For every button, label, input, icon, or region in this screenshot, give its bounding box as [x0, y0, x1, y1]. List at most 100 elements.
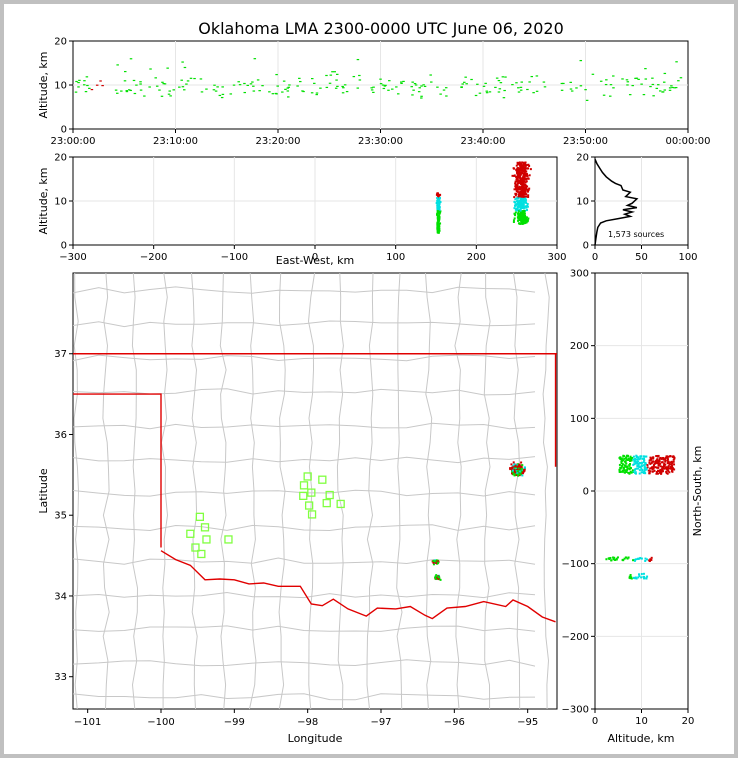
- ns-height-y-tick-label: 200: [570, 341, 589, 352]
- ew-height-source: [526, 185, 529, 188]
- plan-view-source: [520, 467, 523, 470]
- time-height-source: [319, 87, 322, 89]
- time-height-source: [497, 79, 501, 82]
- ns-height-source: [637, 576, 640, 579]
- ns-height-source: [672, 458, 675, 461]
- ew-height-source: [522, 214, 525, 217]
- ns-height-source: [623, 464, 626, 467]
- ns-height-source: [634, 462, 637, 465]
- time-height-source: [286, 90, 290, 92]
- ew-height-source: [520, 165, 523, 168]
- ns-height-source: [636, 465, 639, 468]
- ew-height-source: [527, 189, 530, 192]
- time-height-source: [519, 89, 523, 91]
- time-height-source: [246, 84, 249, 87]
- ns-height-source: [632, 455, 635, 458]
- county-line: [396, 272, 403, 710]
- plan-view-source: [513, 467, 516, 470]
- time-height-source: [77, 86, 80, 88]
- time-height-source: [658, 90, 662, 92]
- ew-height-source: [515, 184, 518, 187]
- time-height-source: [189, 77, 193, 79]
- ew-height-source: [512, 219, 515, 222]
- ns-height-source: [629, 574, 632, 577]
- time-height-source: [336, 85, 339, 87]
- plan-view-source: [439, 578, 442, 581]
- plan-view-source: [516, 470, 519, 473]
- time-height-sources: [74, 58, 683, 101]
- ew-height-source: [514, 201, 517, 204]
- time-height-source: [604, 83, 608, 86]
- time-height-source: [675, 61, 678, 63]
- time-height-source: [221, 86, 224, 88]
- time-height-source: [562, 82, 565, 85]
- ns-height-source: [633, 463, 636, 466]
- ew-height-source: [438, 216, 441, 219]
- time-height-source: [200, 91, 204, 93]
- ns-height-source: [627, 458, 630, 461]
- ns-height-source: [640, 557, 643, 560]
- ns-height-source: [654, 462, 657, 465]
- plan-view-source: [512, 461, 515, 464]
- ew-height-source: [515, 164, 518, 167]
- time-height-panel: 23:00:00 23:10:00 23:20:00 23:30:00 23:40:00…: [37, 37, 710, 148]
- ns-height-source: [628, 575, 631, 578]
- time-height-source: [520, 81, 524, 83]
- time-height-x-ticks: 23:00:00 23:10:00 23:20:00 23:30:00 23:40:00…: [51, 129, 710, 147]
- ew-height-source: [514, 203, 517, 206]
- ns-height-source: [664, 459, 667, 462]
- time-height-source: [229, 93, 233, 95]
- ew-height-source: [517, 203, 520, 206]
- time-height-source: [167, 93, 171, 95]
- ns-height-source: [656, 462, 659, 465]
- plan-view-source: [517, 474, 520, 477]
- time-height-source: [78, 79, 81, 81]
- ew-height-source: [522, 197, 525, 200]
- time-height-source: [343, 84, 347, 86]
- time-height-source: [511, 84, 514, 86]
- ew-height-source: [525, 209, 528, 212]
- ew-height-source: [437, 207, 440, 210]
- time-height-source: [216, 86, 219, 88]
- time-height-source: [535, 90, 539, 92]
- ns-height-y-tick-label: −100: [562, 559, 589, 570]
- ew-height-ylabel: Altitude, km: [37, 167, 50, 234]
- ns-height-source: [669, 461, 672, 464]
- time-height-source: [399, 81, 403, 83]
- source-count-annotation: 1,573 sources: [608, 230, 664, 239]
- time-height-source: [133, 92, 137, 95]
- ns-height-source: [633, 460, 636, 463]
- ns-height-source: [633, 459, 636, 462]
- ew-height-source: [519, 199, 522, 202]
- ew-height-source: [520, 163, 523, 166]
- time-height-source: [423, 85, 427, 88]
- ew-height-source: [520, 192, 523, 195]
- time-height-source: [515, 82, 518, 84]
- plan-view-ylabel: Latitude: [37, 468, 50, 514]
- ns-height-y-tick-label: 0: [583, 487, 589, 498]
- ns-height-source: [664, 460, 667, 463]
- ew-height-source: [524, 173, 527, 176]
- time-height-source: [335, 73, 339, 75]
- time-height-source: [237, 81, 240, 83]
- plan-view-source: [521, 464, 524, 467]
- ns-height-source: [665, 456, 668, 459]
- oklahoma-red-river-border: [160, 550, 556, 623]
- time-height-source: [243, 91, 247, 94]
- ns-height-source: [662, 464, 665, 467]
- lma-station-marker: [197, 549, 206, 559]
- time-height-source: [674, 86, 678, 89]
- time-height-source: [651, 77, 654, 79]
- ew-height-source: [517, 170, 520, 173]
- time-height-source: [663, 89, 667, 91]
- ew-height-source: [527, 167, 530, 170]
- time-height-source: [519, 86, 523, 88]
- ew-height-source: [523, 191, 526, 194]
- ns-height-source: [635, 467, 638, 470]
- time-height-source: [528, 81, 531, 83]
- ew-height-source: [435, 202, 438, 205]
- time-height-source: [169, 95, 172, 97]
- plan-view-source: [513, 464, 516, 467]
- time-height-source: [299, 80, 302, 83]
- time-height-source: [488, 91, 492, 93]
